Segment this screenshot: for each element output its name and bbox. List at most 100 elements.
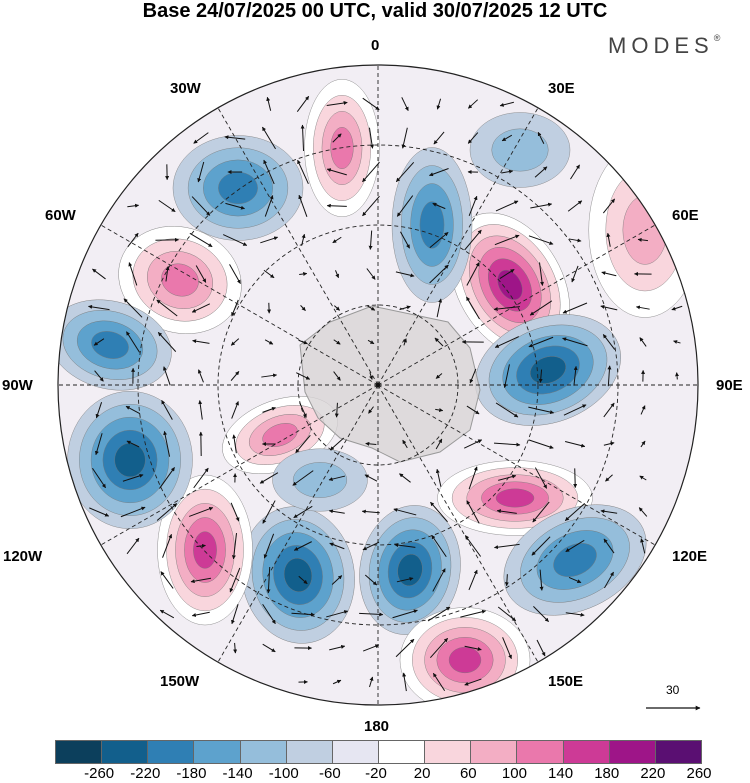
wind-vector <box>331 575 343 585</box>
wind-vector <box>326 610 349 618</box>
wind-vector <box>369 372 373 380</box>
wind-vector <box>264 195 274 217</box>
wind-vector <box>163 366 171 386</box>
wind-vector <box>436 298 443 318</box>
wind-vector <box>193 132 209 144</box>
wind-vector <box>468 195 478 216</box>
brand-text: MODES <box>608 33 714 58</box>
wind-vector <box>197 161 205 183</box>
wind-vector <box>494 336 520 348</box>
wind-vector <box>570 164 580 180</box>
wind-vector <box>93 338 105 346</box>
wind-vector <box>92 268 106 280</box>
wind-vector <box>326 203 347 208</box>
wind-vector <box>640 538 646 554</box>
wind-vector <box>399 305 411 311</box>
wind-vector <box>539 262 545 286</box>
colorbar-tick-label: -260 <box>84 765 115 782</box>
wind-vector <box>402 672 407 692</box>
meridian-line <box>377 384 539 663</box>
anomaly-contour <box>397 553 423 587</box>
wind-vector <box>365 441 377 446</box>
wind-vector <box>493 306 520 311</box>
lon-label-90w: 90W <box>2 377 33 394</box>
wind-vector <box>533 606 549 622</box>
wind-vector <box>126 331 140 353</box>
wind-vector <box>230 502 240 522</box>
wind-vector <box>394 543 416 548</box>
lon-label-120w: 120W <box>3 548 43 565</box>
wind-vector <box>395 162 415 182</box>
antarctica-landmass <box>299 305 481 463</box>
wind-vector <box>264 339 274 345</box>
wind-vector <box>299 402 307 418</box>
colorbar-box <box>147 740 195 764</box>
wind-vector <box>494 543 520 550</box>
wind-vector <box>328 509 345 514</box>
anomaly-negative-9 <box>58 299 172 391</box>
wind-vector <box>469 368 477 384</box>
anomaly-positive-0 <box>450 212 570 358</box>
wind-vector <box>464 645 482 651</box>
wind-vector <box>292 470 314 486</box>
wind-vector <box>229 264 241 284</box>
wind-vector <box>502 637 512 660</box>
wind-vector <box>333 339 341 345</box>
lon-label-150w: 150W <box>160 673 200 690</box>
wind-vector <box>495 402 519 418</box>
wind-vector <box>563 404 587 416</box>
wind-vector <box>671 305 683 311</box>
anomaly-contour <box>495 488 535 508</box>
anomaly-negative-11 <box>172 135 304 241</box>
wind-vector <box>673 340 681 344</box>
lon-label-60e: 60E <box>672 207 699 224</box>
wind-vector <box>362 161 380 183</box>
lon-label-180: 180 <box>364 718 390 735</box>
wind-vector <box>498 474 517 481</box>
wind-vector <box>120 506 146 518</box>
wind-vector <box>532 501 550 523</box>
anomaly-contour <box>218 171 258 205</box>
colorbar-tick-label: 100 <box>501 765 527 782</box>
wind-vector <box>466 500 480 524</box>
lon-label-30e: 30E <box>548 80 575 97</box>
lon-label-30w: 30W <box>170 80 201 97</box>
wind-vector <box>539 569 544 591</box>
wind-vector <box>95 402 103 419</box>
wind-vector <box>332 679 342 685</box>
wind-vector <box>192 339 210 344</box>
wind-vector <box>467 132 479 144</box>
wind-vector <box>466 262 480 286</box>
colorbar-box <box>424 740 472 764</box>
wind-vector <box>127 203 140 208</box>
wind-vector <box>435 408 444 413</box>
wind-vector <box>640 405 646 415</box>
colorbar <box>55 740 702 764</box>
wind-vector <box>675 372 680 380</box>
wind-vector <box>602 334 616 350</box>
colorbar-tick-label: 220 <box>640 765 666 782</box>
wind-vector <box>601 271 617 277</box>
wind-vector <box>260 236 279 244</box>
wind-vector <box>573 468 578 489</box>
meridian-line <box>100 224 379 386</box>
wind-vector <box>193 467 209 489</box>
meridian-line <box>377 384 656 546</box>
wind-vector <box>435 438 443 450</box>
wind-vector <box>296 372 311 380</box>
wind-vector <box>259 472 279 484</box>
lon-label-150e: 150E <box>548 673 584 690</box>
wind-vector <box>162 533 173 558</box>
wind-vector <box>432 202 446 210</box>
wind-vector <box>94 433 103 456</box>
colorbar-box <box>608 740 656 764</box>
colorbar-tick-label: 180 <box>594 765 620 782</box>
colorbar-tick-label: -100 <box>268 765 299 782</box>
wind-vector <box>261 373 278 378</box>
wind-vector <box>332 236 342 244</box>
meridian-line <box>377 224 656 386</box>
wind-vector <box>126 440 140 448</box>
wind-vector <box>493 442 521 447</box>
wind-vector <box>300 124 305 152</box>
wind-vector <box>224 135 246 140</box>
